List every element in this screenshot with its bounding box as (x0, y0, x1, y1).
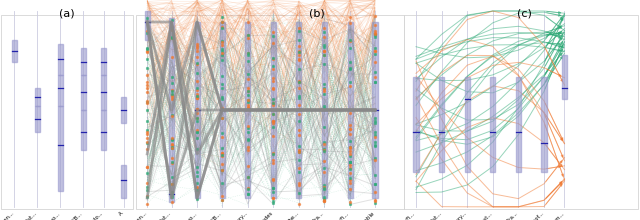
Text: (a): (a) (60, 9, 75, 19)
Bar (404, 15, 638, 209)
Text: MSinceOldestTra...: MSinceOldestTra... (287, 211, 325, 220)
Bar (35, 106, 40, 132)
Text: ExternalRiskEst...: ExternalRiskEst... (406, 211, 442, 220)
Bar (81, 48, 86, 75)
Text: ExternalRiskEst...: ExternalRiskEst... (2, 211, 38, 220)
Text: NetFractionRevo...: NetFractionRevo... (23, 211, 61, 220)
Text: (b): (b) (309, 9, 324, 19)
Bar (348, 22, 353, 198)
Bar (136, 15, 404, 209)
Bar (439, 77, 444, 172)
Text: SinceMostRecen...: SinceMostRecen... (111, 211, 148, 220)
Bar (1, 15, 133, 209)
Bar (121, 165, 126, 198)
Bar (465, 77, 470, 172)
Bar (101, 48, 106, 75)
Text: NumTotalTrades: NumTotalTrades (241, 211, 274, 220)
Text: PercentTradeche...: PercentTradeche... (261, 211, 300, 220)
Text: PercentTradesWB...: PercentTradesWB... (183, 211, 223, 220)
Text: MdinceRoof...: MdinceRoof... (516, 211, 545, 220)
Bar (541, 77, 547, 172)
Text: NetFractionRevo...: NetFractionRevo... (160, 211, 198, 220)
Bar (101, 75, 106, 110)
Bar (271, 22, 276, 198)
Bar (101, 110, 106, 150)
Text: NumSatisfacto...: NumSatisfacto... (70, 211, 104, 220)
Text: NumTrades50rTra...: NumTrades50rTra... (479, 211, 519, 220)
Text: NumSinceMost...: NumSinceMost... (459, 211, 493, 220)
Text: Num...: Num... (549, 211, 565, 220)
Bar (12, 40, 17, 62)
Bar (121, 97, 126, 123)
Bar (562, 55, 567, 99)
Text: SinceMostRecen...: SinceMostRecen... (0, 211, 15, 220)
Text: A: A (118, 211, 124, 217)
Bar (81, 75, 86, 110)
Bar (195, 22, 200, 198)
Bar (58, 44, 63, 75)
Bar (169, 18, 174, 202)
Bar (516, 77, 521, 172)
Text: Percentile: Percentile (353, 211, 376, 220)
Bar (245, 22, 250, 198)
Text: (c): (c) (517, 9, 532, 19)
Bar (58, 106, 63, 191)
Text: NumSatisfactory...: NumSatisfactory... (211, 211, 248, 220)
Bar (35, 88, 40, 106)
Bar (58, 75, 63, 106)
Bar (296, 22, 301, 198)
Text: PercentTradesWB...: PercentTradesWB... (44, 211, 84, 220)
Bar (413, 77, 419, 172)
Bar (220, 22, 225, 198)
Text: AverageMInFi...: AverageMInFi... (319, 211, 351, 220)
Bar (81, 110, 86, 150)
Bar (322, 22, 327, 198)
Text: ExternalRiskEst...: ExternalRiskEst... (136, 211, 172, 220)
Bar (372, 22, 378, 198)
Text: AverageMinFi...: AverageMinFi... (385, 211, 417, 220)
Text: NumSatisfactory...: NumSatisfactory... (430, 211, 468, 220)
Bar (490, 77, 495, 172)
Bar (145, 11, 150, 40)
